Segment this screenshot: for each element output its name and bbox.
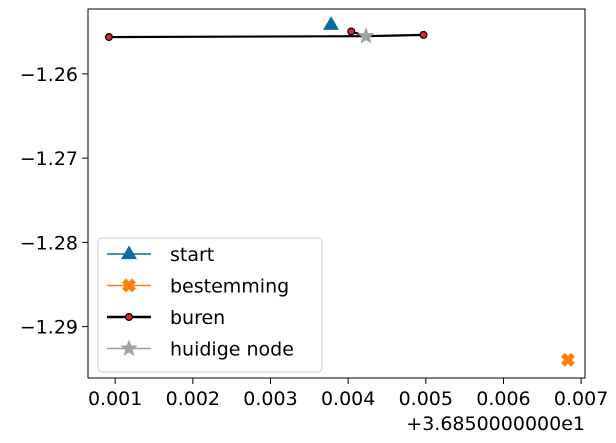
axis-ticks: 0.001 0.002 0.003 0.004 0.005 0.006 0.007 −1.26… — [20, 64, 609, 410]
y-tick-label: −1.26 — [20, 64, 78, 86]
x-offset-label: +3.6850000000e1 — [406, 413, 585, 435]
legend-label: bestemming — [170, 276, 289, 298]
x-tick-label: 0.004 — [321, 388, 375, 410]
axes-frame — [87, 8, 586, 379]
legend-label: start — [170, 244, 214, 266]
legend: start bestemming buren huidige node — [97, 237, 323, 373]
y-tick-label: −1.27 — [20, 148, 78, 170]
x-tick-label: 0.001 — [88, 388, 142, 410]
legend-label: buren — [170, 307, 225, 329]
buren-line-segment — [108, 35, 367, 39]
y-tick-label: −1.28 — [20, 232, 78, 254]
buren-point — [419, 30, 428, 39]
buren-point — [104, 33, 113, 42]
x-tick-label: 0.005 — [399, 388, 453, 410]
legend-marker — [124, 313, 133, 322]
x-tick-label: 0.002 — [166, 388, 220, 410]
plot-area — [104, 16, 575, 367]
bestemming-marker — [560, 352, 575, 367]
legend-marker — [121, 245, 137, 260]
x-tick-label: 0.007 — [554, 388, 608, 410]
legend-label: huidige node — [170, 339, 294, 361]
legend-marker — [120, 339, 138, 356]
y-tick-label: −1.29 — [20, 317, 78, 339]
buren-point — [347, 27, 356, 36]
buren-line-segment — [365, 33, 424, 38]
legend-box — [97, 237, 323, 373]
start-marker — [323, 16, 340, 30]
x-tick-label: 0.006 — [476, 388, 530, 410]
huidige-node-marker — [357, 27, 375, 44]
legend-marker — [122, 278, 136, 293]
x-tick-label: 0.003 — [243, 388, 297, 410]
